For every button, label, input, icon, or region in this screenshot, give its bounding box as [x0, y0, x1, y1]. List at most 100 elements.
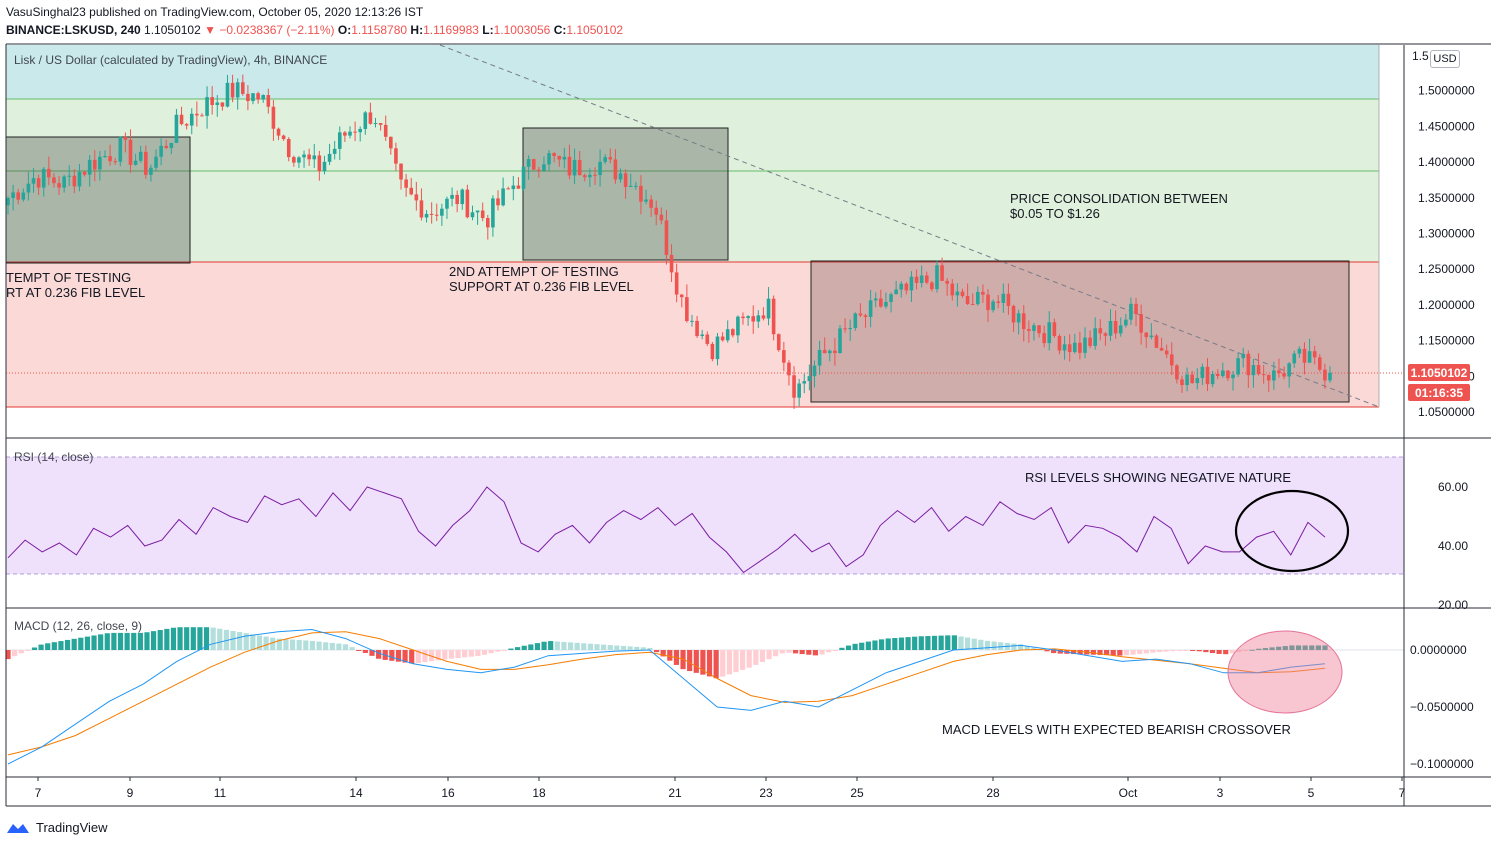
macd-histogram-bar — [117, 632, 124, 650]
candle-body — [256, 93, 260, 100]
macd-histogram-bar — [812, 650, 819, 656]
candle-body — [378, 123, 383, 125]
macd-histogram-bar — [753, 650, 759, 665]
time-tick: 11 — [214, 786, 227, 800]
candle-body — [149, 167, 153, 175]
candle-body — [674, 272, 679, 295]
close-label: C: — [553, 23, 567, 37]
candle-body — [542, 164, 546, 171]
macd-histogram-bar — [1190, 650, 1196, 651]
macd-histogram-bar — [925, 636, 931, 650]
macd-histogram-bar — [309, 640, 316, 650]
macd-histogram-bar — [230, 630, 236, 650]
time-tick: 14 — [349, 786, 363, 800]
macd-histogram-bar — [276, 638, 282, 650]
macd-histogram-bar — [362, 650, 368, 653]
candle-body — [628, 185, 633, 187]
macd-histogram-bar — [84, 636, 91, 650]
macd-histogram-bar — [898, 637, 905, 650]
candle-body — [1221, 370, 1225, 377]
price-pane[interactable]: Lisk / US Dollar (calculated by TradingV… — [5, 44, 1404, 409]
candle-body — [1180, 379, 1184, 386]
macd-histogram-bar — [1315, 645, 1321, 650]
open-label: O: — [337, 23, 352, 37]
macd-histogram-bar — [759, 650, 766, 663]
candle-body — [67, 175, 72, 177]
candle-body — [853, 313, 858, 329]
candle-body — [618, 173, 623, 180]
macd-histogram-bar — [1256, 648, 1262, 650]
candle-body — [1124, 319, 1128, 326]
rsi-highlight-circle[interactable] — [1234, 489, 1350, 573]
candle-body — [1185, 374, 1189, 386]
rsi-pane[interactable]: RSI (14, close) RSI LEVELS SHOWING NEGAT… — [6, 450, 1404, 575]
macd-histogram-bar — [653, 650, 660, 653]
macd-highlight-circle[interactable] — [1227, 630, 1343, 714]
low-value: 1.1003056 — [493, 23, 551, 37]
candle-body — [1001, 293, 1006, 303]
macd-histogram-bar — [1123, 650, 1130, 656]
tradingview-footer[interactable]: TradingView — [6, 820, 108, 835]
macd-histogram-bar — [574, 642, 580, 650]
macd-histogram-bar — [918, 636, 924, 650]
candle-body — [1302, 348, 1307, 363]
candle-body — [235, 82, 240, 98]
candle-body — [547, 153, 551, 165]
macd-histogram-bar — [1143, 650, 1149, 654]
macd-histogram-bar — [1011, 643, 1017, 650]
consolidation-box-3[interactable] — [810, 260, 1350, 403]
macd-histogram-bar — [263, 636, 269, 650]
price-tick: 1.4000000 — [1418, 155, 1475, 169]
candle-body — [659, 214, 664, 221]
time-tick: 21 — [668, 786, 682, 800]
macd-pane[interactable]: MACD (12, 26, close, 9) MACD LEVELS WITH… — [5, 619, 1404, 765]
candle-body — [1312, 351, 1317, 358]
macd-histogram-bar — [706, 650, 713, 677]
symbol-name[interactable]: BINANCE:LSKUSD, 240 — [6, 23, 141, 37]
candle-body — [72, 175, 77, 187]
candle-body — [1067, 344, 1072, 353]
macd-histogram-bar — [998, 642, 1004, 650]
consolidation-box-1[interactable] — [5, 136, 191, 264]
price-tick: 1.3500000 — [1418, 191, 1475, 205]
candle-body — [383, 124, 388, 137]
candle-body — [261, 95, 266, 100]
macd-histogram-bar — [1031, 647, 1037, 650]
candle-body — [399, 163, 403, 180]
candle-body — [1011, 305, 1016, 323]
price-axis[interactable]: 1.5 1.5000000 1.4500000 1.4000000 1.3500000 1… — [1410, 49, 1475, 771]
candle-body — [389, 136, 393, 149]
candle-body — [409, 187, 414, 195]
candle-body — [879, 298, 883, 307]
macd-histogram-bar — [323, 642, 329, 650]
candle-body — [138, 151, 143, 161]
candle-body — [506, 188, 511, 190]
candle-body — [271, 106, 276, 129]
macd-histogram-bar — [442, 650, 448, 660]
candle-body — [475, 210, 480, 213]
time-tick: Oct — [1119, 786, 1138, 800]
candle-body — [986, 294, 990, 311]
candle-body — [914, 276, 919, 283]
candle-body — [894, 289, 898, 295]
macd-annotation: MACD LEVELS WITH EXPECTED BEARISH CROSSO… — [942, 722, 1291, 737]
candle-body — [1016, 313, 1021, 323]
candle-body — [200, 115, 204, 117]
time-axis[interactable]: 7 9 11 14 16 18 21 23 25 28 Oct 3 5 7 — [35, 777, 1406, 800]
candle-body — [531, 159, 536, 170]
candle-body — [16, 192, 21, 200]
candle-body — [1256, 365, 1261, 375]
candle-body — [1047, 322, 1052, 344]
candle-body — [465, 189, 470, 218]
macd-histogram-bar — [951, 635, 957, 650]
candle-body — [904, 283, 909, 291]
candle-body — [1118, 325, 1123, 334]
time-tick: 18 — [532, 786, 546, 800]
candle-body — [1328, 372, 1332, 381]
macd-histogram-bar — [283, 639, 289, 650]
macd-histogram-bar — [806, 650, 812, 655]
macd-histogram-bar — [1262, 648, 1269, 650]
currency-button[interactable]: USD — [1430, 50, 1460, 68]
trendline[interactable] — [439, 44, 1380, 408]
